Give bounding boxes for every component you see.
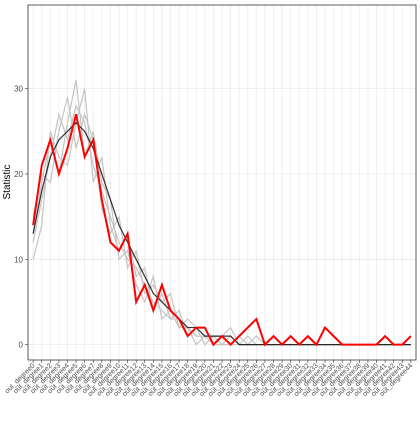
series-line [32,113,412,347]
y-tick-label: 0 [19,341,24,350]
y-axis-label: Statistic [2,164,13,199]
panel-border [27,4,417,361]
y-tick-label: 20 [14,170,23,179]
y-tick-label: 10 [14,255,23,264]
y-tick-label: 30 [14,85,23,94]
